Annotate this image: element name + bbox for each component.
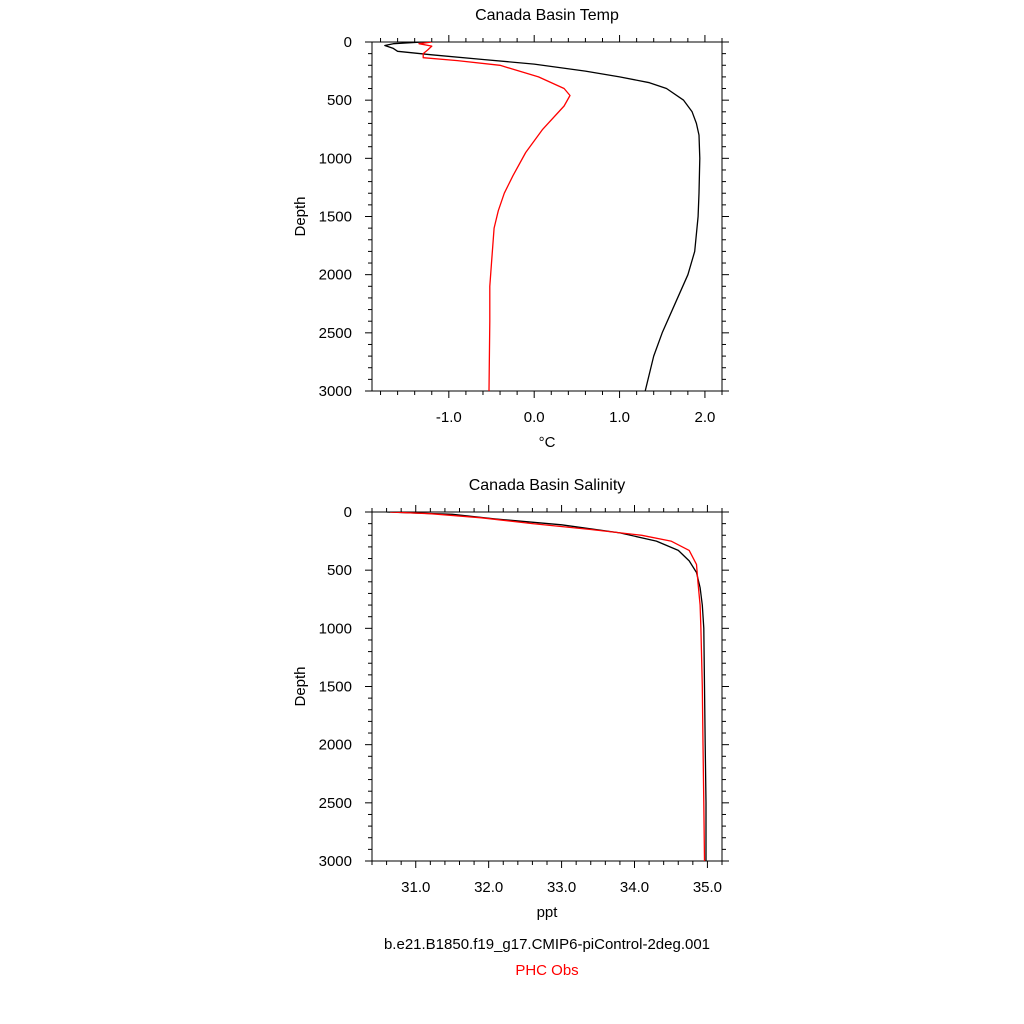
x-tick-label: 34.0 [620,879,649,896]
y-axis-label: Depth [292,666,309,706]
x-tick-label: 1.0 [609,409,630,426]
series-line-model [384,42,701,391]
y-tick-label: 0 [344,34,352,51]
legend-model-label: b.e21.B1850.f19_g17.CMIP6-piControl-2deg… [383,936,711,953]
series-line-obs [418,42,571,391]
y-tick-label: 3000 [319,853,352,870]
x-axis-label: °C [539,434,556,451]
y-tick-label: 2500 [319,795,352,812]
x-tick-label: 35.0 [693,879,722,896]
y-tick-label: 500 [327,92,352,109]
legend-obs-label: PHC Obs [515,962,579,979]
y-tick-label: 2000 [319,737,352,754]
x-tick-label: 32.0 [474,879,503,896]
y-tick-label: 3000 [319,383,352,400]
y-tick-label: 500 [327,562,352,579]
x-tick-label: 33.0 [547,879,576,896]
chart-title: Canada Basin Salinity [469,477,626,494]
y-tick-label: 1000 [319,150,352,167]
series-line-obs [390,512,706,861]
x-tick-label: 31.0 [401,879,430,896]
plot-frame [371,41,723,392]
y-tick-label: 1000 [319,620,352,637]
y-tick-label: 2000 [319,267,352,284]
y-tick-label: 2500 [319,325,352,342]
series-line-model [386,512,707,861]
y-axis-label: Depth [292,196,309,236]
x-tick-label: 2.0 [694,409,715,426]
y-tick-label: 1500 [319,209,352,226]
y-tick-label: 1500 [319,679,352,696]
x-axis-label: ppt [537,904,559,921]
x-tick-label: -1.0 [436,409,462,426]
x-tick-label: 0.0 [524,409,545,426]
y-tick-label: 0 [344,504,352,521]
salinity-panel: Canada Basin Salinity 31.0 32.0 33.0 34.0 35.… [292,477,729,921]
plot-frame [371,511,723,862]
chart-title: Canada Basin Temp [475,7,619,24]
temperature-panel: Canada Basin Temp -1.0 0.0 1.0 2.0 0 500 1000 15… [292,7,729,451]
